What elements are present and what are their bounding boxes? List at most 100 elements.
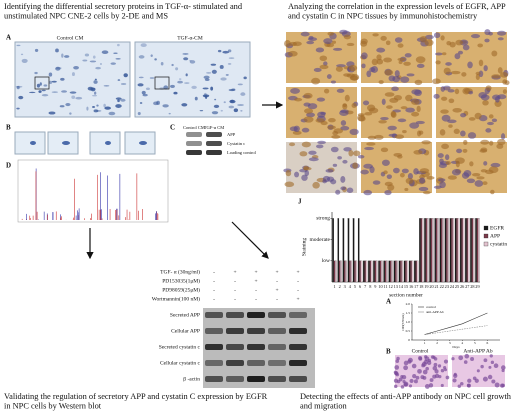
- gel-spot: [123, 73, 128, 78]
- blot-band: [289, 328, 307, 334]
- cell: [403, 360, 409, 366]
- bar: [379, 260, 382, 283]
- cell: [490, 189, 495, 195]
- cell: [371, 58, 378, 66]
- blot-row-label: Cellular cystatin c: [160, 360, 201, 366]
- treatment-sign: -: [255, 287, 257, 293]
- bar: [447, 218, 449, 283]
- x-tick-label: 13: [394, 284, 398, 289]
- legend-label: cystatin: [490, 241, 507, 247]
- bar: [437, 218, 439, 283]
- treatment-sign: -: [234, 287, 236, 293]
- bar: [368, 260, 370, 283]
- cell: [409, 378, 414, 384]
- bar: [454, 218, 457, 283]
- cell: [433, 32, 441, 39]
- bar: [419, 218, 421, 283]
- gel-spot: [60, 77, 65, 81]
- cell: [460, 130, 466, 137]
- cell: [438, 178, 446, 182]
- cell: [485, 85, 492, 91]
- cell: [438, 374, 442, 379]
- gel-spot: [117, 79, 121, 82]
- bar: [456, 218, 458, 283]
- cell: [464, 353, 470, 359]
- gel-spot: [36, 83, 41, 88]
- cell: [342, 159, 348, 164]
- cell: [301, 174, 308, 181]
- cell: [397, 57, 406, 62]
- cell: [303, 167, 312, 171]
- bar: [375, 260, 378, 283]
- cell: [317, 140, 326, 145]
- cell: [491, 118, 498, 123]
- gel-spot: [64, 55, 70, 58]
- bar: [360, 260, 363, 283]
- blot-header: TGF-α CM: [204, 125, 225, 130]
- x-tick-label: 22: [440, 284, 444, 289]
- gel-spot: [34, 48, 39, 52]
- cell: [441, 96, 448, 101]
- gel-spot: [206, 72, 212, 74]
- cell: [457, 384, 462, 388]
- cell: [415, 375, 420, 380]
- gel-spot: [228, 88, 236, 92]
- cell: [449, 41, 456, 48]
- cell: [501, 365, 506, 370]
- bar: [476, 218, 479, 283]
- bar: [352, 218, 355, 283]
- cell: [401, 168, 409, 174]
- bar: [386, 260, 388, 283]
- gel-spot: [34, 71, 38, 75]
- cell: [482, 181, 488, 186]
- blot-row-label: Cellular APP: [171, 328, 200, 334]
- cell: [488, 31, 493, 36]
- cell: [453, 372, 457, 376]
- cell: [394, 134, 405, 140]
- cell: [300, 31, 310, 37]
- gel-spot: [69, 91, 77, 94]
- blot-band: [226, 344, 244, 350]
- cell: [424, 383, 430, 389]
- cell: [394, 37, 403, 43]
- gel-spot: [43, 84, 48, 87]
- legend-swatch: [483, 233, 489, 239]
- gel-spot: [183, 57, 189, 61]
- cell: [477, 43, 483, 48]
- bar: [401, 260, 404, 283]
- cell: [445, 62, 452, 66]
- cell: [455, 39, 463, 46]
- cell: [401, 375, 407, 380]
- cell: [418, 186, 429, 192]
- gel-label: Control CM: [57, 35, 84, 41]
- panel-letter: B: [6, 124, 11, 132]
- cell: [424, 39, 434, 47]
- gel-spot: [160, 62, 164, 66]
- bar: [369, 260, 372, 283]
- cell: [326, 74, 332, 79]
- gel-spot: [87, 86, 94, 91]
- caption: Identifying the differential secretory p…: [4, 2, 243, 21]
- cell: [441, 52, 447, 56]
- blot-band: [186, 141, 202, 146]
- gel-spot: [139, 102, 143, 104]
- blot-band: [205, 328, 223, 334]
- x-tick-label: 15: [404, 284, 408, 289]
- gel-spot: [170, 84, 175, 88]
- gel-spot: [110, 62, 116, 65]
- x-tick-label: 9: [374, 284, 376, 289]
- zoom-spot: [30, 141, 36, 145]
- cell: [448, 124, 453, 128]
- gel-spot: [71, 72, 75, 77]
- x-tick-label: 24: [450, 284, 455, 289]
- cell: [323, 38, 333, 44]
- cell: [346, 42, 355, 47]
- cell: [380, 116, 389, 121]
- cell: [417, 368, 422, 374]
- bar: [470, 218, 472, 283]
- gel-spot: [65, 102, 71, 107]
- cell: [474, 180, 484, 187]
- bar: [342, 218, 345, 283]
- treatment-sign: -: [234, 278, 236, 284]
